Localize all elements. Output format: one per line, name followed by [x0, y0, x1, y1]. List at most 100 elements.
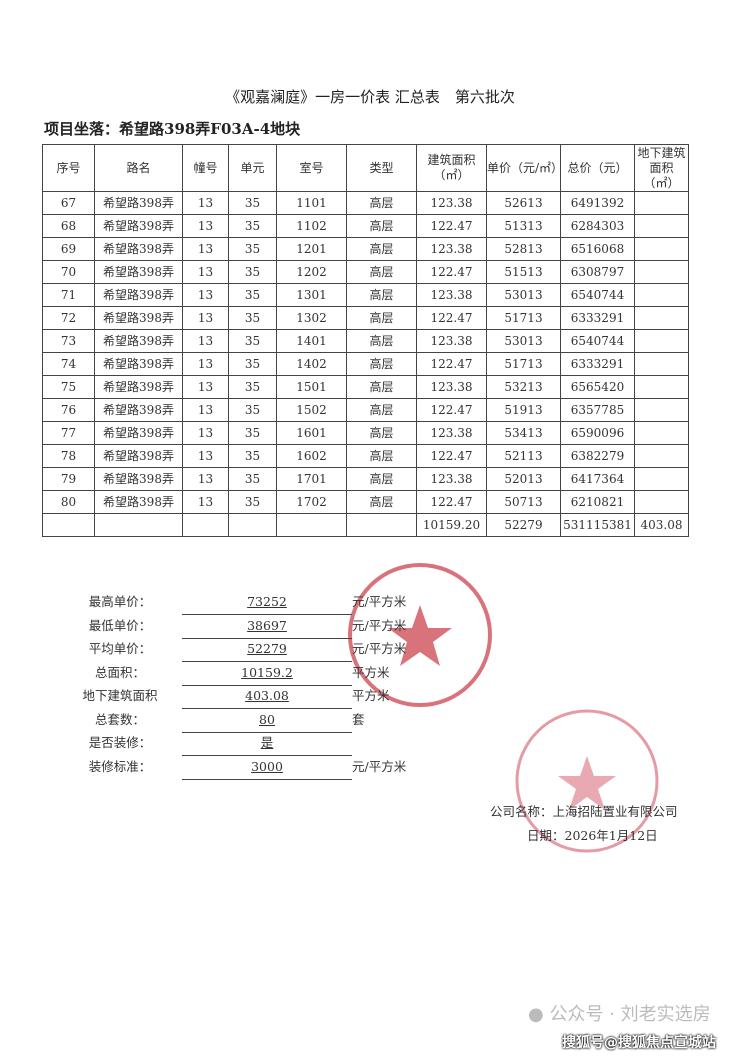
underline: [182, 708, 352, 709]
table-cell: 高层: [346, 306, 417, 330]
table-cell: [42, 513, 95, 537]
table-cell: [94, 513, 183, 537]
table-cell: 希望路398弄: [94, 398, 183, 422]
table-cell: [634, 260, 689, 284]
table-cell: 52013: [486, 467, 561, 491]
table-cell: 高层: [346, 467, 417, 491]
table-total-row: 10159.20 52279 531115381 403.08: [42, 513, 689, 537]
table-row: 76 希望路398弄 13 35 1502 高层 122.47 51913 6357785: [42, 398, 689, 422]
table-cell: [634, 467, 689, 491]
table-cell: 53013: [486, 329, 561, 353]
table-cell: 51513: [486, 260, 561, 284]
wechat-icon: ●: [528, 1004, 544, 1025]
table-cell: 1101: [276, 191, 347, 215]
table-cell: 13: [182, 306, 229, 330]
table-cell: 35: [228, 237, 277, 261]
table-cell: 123.38: [416, 467, 487, 491]
table-cell: 79: [42, 467, 95, 491]
table-cell: 122.47: [416, 260, 487, 284]
table-cell: 希望路398弄: [94, 490, 183, 514]
table-cell: 希望路398弄: [94, 421, 183, 445]
table-cell: 35: [228, 191, 277, 215]
wechat-watermark: ● 公众号 · 刘老实选房: [528, 1004, 711, 1026]
underline: [182, 778, 352, 780]
table-cell: 122.47: [416, 490, 487, 514]
table-cell: 6284303: [560, 214, 635, 238]
table-cell: [634, 444, 689, 468]
table-cell: 6357785: [560, 398, 635, 422]
column-header: 序号: [42, 144, 95, 192]
table-cell: 52813: [486, 237, 561, 261]
table-cell: 6382279: [560, 444, 635, 468]
table-cell: 122.47: [416, 444, 487, 468]
table-cell: 13: [182, 329, 229, 353]
table-cell: 35: [228, 375, 277, 399]
table-cell: 67: [42, 191, 95, 215]
table-cell: 122.47: [416, 306, 487, 330]
table-cell: 希望路398弄: [94, 283, 183, 307]
table-row: 69 希望路398弄 13 35 1201 高层 123.38 52813 6516068: [42, 237, 689, 261]
table-cell: 403.08: [634, 513, 689, 537]
table-cell: 6565420: [560, 375, 635, 399]
table-cell: [634, 421, 689, 445]
table-cell: 80: [42, 490, 95, 514]
table-row: 72 希望路398弄 13 35 1302 高层 122.47 51713 6333291: [42, 306, 689, 330]
table-cell: 1201: [276, 237, 347, 261]
table-cell: 13: [182, 283, 229, 307]
summary-label: 最低单价：: [88, 617, 152, 633]
table-cell: 6210821: [560, 490, 635, 514]
table-cell: 74: [42, 352, 95, 376]
underline: [182, 684, 352, 686]
table-cell: [634, 237, 689, 261]
table-cell: 13: [182, 421, 229, 445]
government-stamp: [348, 563, 492, 707]
summary-value: 是: [260, 735, 274, 750]
column-header: 路名: [94, 144, 183, 192]
table-cell: 72: [42, 306, 95, 330]
table-cell: 77: [42, 421, 95, 445]
table-row: 67 希望路398弄 13 35 1101 高层 123.38 52613 6491392: [42, 191, 689, 215]
summary-label: 装修标准：: [88, 758, 152, 774]
table-cell: 6590096: [560, 421, 635, 445]
column-header: 幢号: [182, 144, 229, 192]
summary-unit: 元/平方米: [352, 641, 407, 656]
summary-unit: 套: [352, 711, 365, 727]
table-cell: 78: [42, 444, 95, 468]
company-name: 公司名称：上海招陆置业有限公司: [490, 804, 678, 819]
project-location: 项目坐落：希望路398弄F03A-4地块: [44, 120, 301, 138]
table-cell: 35: [228, 260, 277, 284]
company-stamp: [515, 709, 659, 853]
table-cell: 122.47: [416, 352, 487, 376]
table-cell: 1601: [276, 421, 347, 445]
table-cell: 6540744: [560, 283, 635, 307]
underline: [182, 731, 352, 733]
table-cell: 13: [182, 260, 229, 284]
table-cell: 高层: [346, 237, 417, 261]
table-cell: 1502: [276, 398, 347, 422]
table-cell: 高层: [346, 352, 417, 376]
table-row: 70 希望路398弄 13 35 1202 高层 122.47 51513 6308797: [42, 260, 689, 284]
underline: [182, 614, 352, 615]
table-cell: [634, 398, 689, 422]
summary-label: 平均单价：: [88, 641, 152, 656]
table-cell: 75: [42, 375, 95, 399]
table-cell: [182, 513, 229, 537]
table-cell: [634, 214, 689, 238]
table-cell: 1302: [276, 306, 347, 330]
table-row: 71 希望路398弄 13 35 1301 高层 123.38 53013 6540744: [42, 283, 689, 307]
table-cell: 高层: [346, 375, 417, 399]
table-cell: 71: [42, 283, 95, 307]
table-cell: 希望路398弄: [94, 237, 183, 261]
table-row: 77 希望路398弄 13 35 1601 高层 123.38 53413 6590096: [42, 421, 689, 445]
table-row: 80 希望路398弄 13 35 1702 高层 122.47 50713 6210821: [42, 490, 689, 514]
underline: [182, 637, 352, 639]
table-cell: 13: [182, 444, 229, 468]
table-cell: 51313: [486, 214, 561, 238]
table-cell: [634, 490, 689, 514]
table-cell: [634, 329, 689, 353]
table-row: 68 希望路398弄 13 35 1102 高层 122.47 51313 6284303: [42, 214, 689, 238]
table-cell: 53213: [486, 375, 561, 399]
table-cell: 希望路398弄: [94, 375, 183, 399]
table-cell: 13: [182, 352, 229, 376]
table-cell: 123.38: [416, 237, 487, 261]
